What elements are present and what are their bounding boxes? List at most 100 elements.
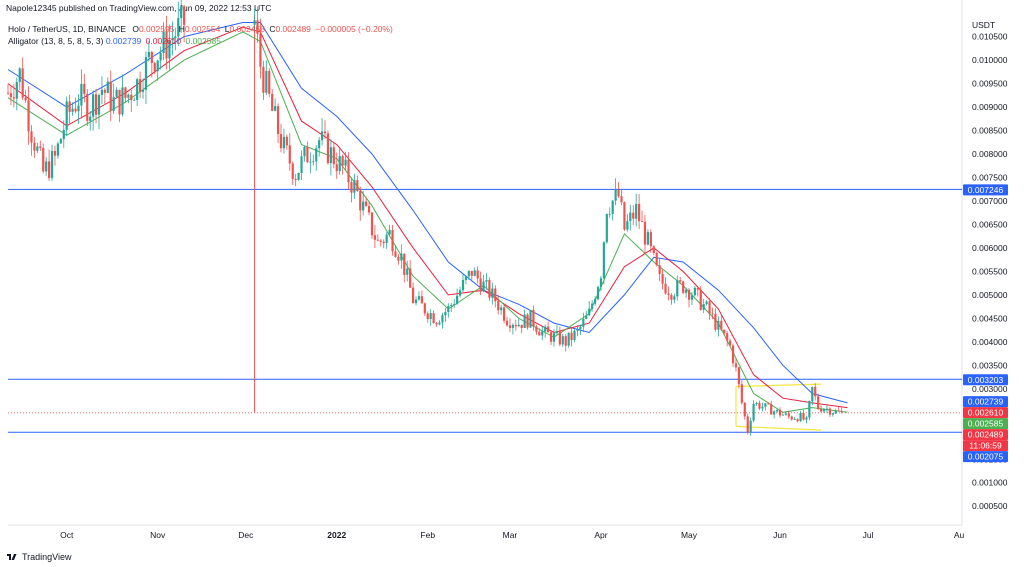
x-tick-label: Jul: [863, 530, 874, 540]
candle-body: [6, 92, 10, 94]
chart-legend: Holo / TetherUS, 1D, BINANCE O0.002595 H…: [8, 23, 395, 47]
candle-body: [92, 94, 95, 117]
candle-body: [717, 320, 720, 330]
candle-body: [567, 332, 570, 346]
candle-body: [411, 287, 415, 304]
candle-body: [840, 410, 843, 412]
candle-body: [291, 163, 294, 179]
candle-body: [734, 363, 738, 368]
candle-body: [740, 384, 743, 403]
y-tick-label: 0.007500: [972, 172, 1008, 182]
legend-c-value: 0.002489: [275, 24, 311, 34]
candle-body: [775, 409, 779, 412]
candle-body: [573, 330, 576, 341]
candle-body: [473, 270, 476, 276]
candle-body: [787, 413, 790, 417]
candle-body: [555, 331, 559, 334]
candle-body: [632, 212, 635, 219]
candle-body: [118, 89, 121, 115]
price-label-box: [963, 184, 1008, 196]
y-tick-label: 0.009500: [972, 79, 1008, 89]
candle-body: [670, 294, 673, 300]
candle-body: [168, 40, 171, 59]
candle-body: [347, 159, 350, 183]
candle-body: [271, 93, 274, 111]
candle-body: [505, 320, 509, 326]
x-tick-label: Apr: [594, 530, 607, 540]
price-label-box: [963, 440, 1008, 452]
legend-l-value: 0.002458: [229, 24, 265, 34]
candle-body: [593, 299, 597, 304]
candle-body: [784, 413, 787, 415]
candle-body: [435, 323, 438, 325]
candle-body: [47, 161, 51, 178]
candle-body: [726, 333, 729, 341]
candle-body: [508, 325, 512, 328]
legend-l-label: L: [224, 24, 230, 34]
candle-body: [588, 308, 591, 316]
legend-lips-value: 0.002585: [185, 36, 221, 46]
candle-body: [796, 419, 799, 422]
legend-teeth-value: 0.002610: [145, 36, 182, 46]
legend-change: −0.000005 (−0.20%): [315, 24, 393, 34]
candle-body: [558, 331, 561, 345]
candle-body: [605, 214, 608, 243]
candle-body: [159, 53, 162, 61]
candle-body: [596, 287, 600, 300]
candle-body: [373, 235, 377, 240]
candle-body: [676, 280, 679, 297]
candle-body: [297, 172, 300, 180]
alligator-lines: [7, 22, 848, 413]
candle-body: [180, 6, 183, 19]
legend-h-value: 0.002554: [184, 24, 221, 34]
candle-body: [564, 336, 567, 346]
candle-body: [18, 68, 21, 83]
candle-body: [822, 409, 826, 412]
candle-body: [837, 410, 840, 412]
candle-body: [338, 156, 341, 172]
candle-body: [356, 180, 359, 191]
candle-body: [723, 329, 726, 334]
candle-body: [673, 296, 676, 300]
candle-body: [696, 287, 699, 290]
candle-body: [834, 410, 837, 414]
candle-body: [97, 95, 101, 115]
candle-body: [94, 94, 98, 115]
candle-body: [802, 412, 805, 420]
candle-body: [106, 81, 109, 93]
candle-body: [127, 94, 130, 98]
candle-body: [755, 402, 758, 404]
price-label-box: [963, 451, 1008, 463]
candle-body: [420, 296, 423, 304]
candle-body: [141, 89, 145, 92]
x-tick-label: Nov: [150, 530, 166, 540]
candle-body: [312, 161, 315, 163]
candle-body: [752, 403, 755, 421]
tradingview-footer[interactable]: TradingView: [6, 552, 72, 562]
y-tick-label: 0.009000: [972, 102, 1008, 112]
candle-body: [80, 83, 83, 106]
candle-body: [71, 108, 74, 112]
y-tick-label: 0.010500: [972, 32, 1008, 42]
candle-body: [679, 280, 682, 282]
candle-body: [714, 313, 717, 330]
candle-body: [288, 145, 291, 164]
price-label-box: [963, 396, 1008, 408]
candle-body: [702, 304, 705, 310]
candle-body: [362, 201, 365, 211]
candle-body: [332, 147, 335, 165]
candle-body: [33, 142, 36, 151]
candle-body: [276, 106, 280, 135]
candle-body: [109, 81, 112, 111]
candle-body: [130, 94, 133, 101]
candle-body: [599, 278, 603, 288]
candle-body: [36, 146, 39, 151]
candle-body: [62, 129, 65, 140]
time-axis: Oct Nov Dec 2022 Feb Mar Apr May Jun Jul Au: [60, 530, 964, 540]
price-label-box: [963, 418, 1008, 430]
candle-body: [620, 196, 623, 203]
candle-body: [370, 212, 374, 236]
candle-body: [359, 190, 362, 211]
candle-body: [532, 309, 535, 327]
